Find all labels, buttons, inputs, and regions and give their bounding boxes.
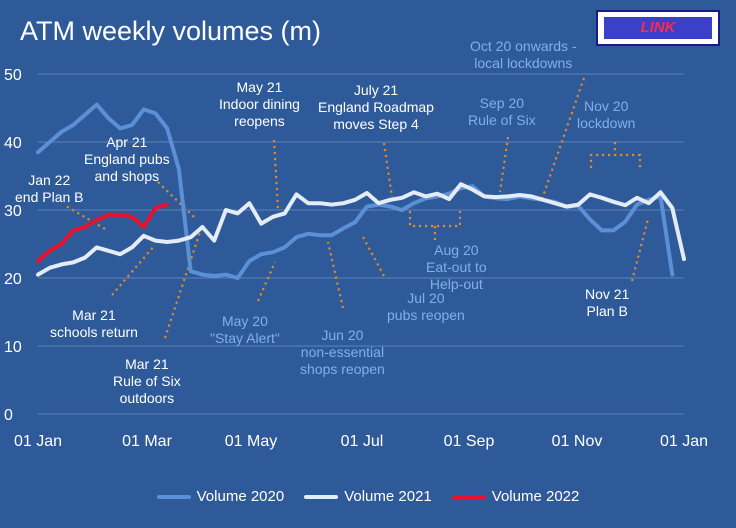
x-tick-label: 01 Jan: [14, 433, 62, 450]
y-axis-labels: 0 10 20 30 40 50: [4, 67, 22, 424]
annotation-sep20-rule-of-six: Sep 20 Rule of Six: [468, 95, 536, 128]
annotation-nov20-lockdown: Nov 20 lockdown: [577, 98, 636, 131]
annotation-jun20-shops: Jun 20 non-essential shops reopen: [300, 327, 385, 377]
grid-lines: [38, 73, 684, 415]
legend-item-2020: Volume 2020: [156, 488, 285, 505]
x-tick-label: 01 May: [225, 433, 277, 450]
y-tick-label: 10: [4, 339, 22, 356]
legend: Volume 2020 Volume 2021 Volume 2022: [0, 488, 736, 505]
chart-title: ATM weekly volumes (m): [20, 16, 322, 46]
x-tick-label: 01 Mar: [122, 433, 172, 450]
annotation-nov21-plan-b: Nov 21 Plan B: [585, 286, 630, 319]
x-tick-label: 01 Jan: [660, 433, 708, 450]
legend-label-2022: Volume 2022: [491, 488, 580, 505]
legend-swatch-2020: [156, 494, 191, 499]
x-tick-label: 01 Nov: [552, 433, 603, 450]
y-tick-label: 20: [4, 271, 22, 288]
legend-item-2021: Volume 2021: [304, 488, 432, 505]
annotation-aug20-eat-out: Aug 20 Eat-out to Help-out: [426, 242, 487, 292]
annotation-mar21-schools: Mar 21 schools return: [50, 307, 138, 340]
legend-swatch-2022: [451, 494, 486, 499]
legend-label-2021: Volume 2021: [344, 488, 432, 505]
legend-label-2020: Volume 2020: [196, 488, 285, 505]
annotation-jul20-pubs: Jul 20 pubs reopen: [387, 290, 465, 323]
series-line-volume-2021: [36, 182, 686, 277]
annotation-may21-indoor-dining: May 21 Indoor dining reopens: [219, 79, 300, 129]
legend-item-2022: Volume 2022: [451, 488, 580, 505]
y-tick-label: 40: [4, 135, 22, 152]
annotation-oct20-local-lockdowns: Oct 20 onwards - local lockdowns: [470, 38, 577, 71]
logo-mark: LINK: [604, 17, 712, 39]
annotation-mar21-rule-of-six: Mar 21 Rule of Six outdoors: [113, 356, 181, 406]
y-tick-label: 50: [4, 67, 22, 84]
x-tick-label: 01 Sep: [444, 433, 495, 450]
link-logo: LINK: [596, 10, 720, 46]
annotation-apr21-pubs-shops: Apr 21 England pubs and shops: [84, 134, 170, 184]
series-line-volume-2022: [36, 202, 170, 263]
annotation-jul21-step4: July 21 England Roadmap moves Step 4: [318, 82, 434, 132]
annotation-jan22-end-plan-b: Jan 22 end Plan B: [15, 172, 84, 205]
annotation-leader-lines: [65, 77, 650, 339]
legend-swatch-2021: [304, 494, 339, 499]
x-axis-labels: 01 Jan 01 Mar 01 May 01 Jul 01 Sep 01 Nov 01 J…: [14, 433, 708, 450]
x-tick-label: 01 Jul: [341, 433, 384, 450]
annotation-may20-stay-alert: May 20 "Stay Alert": [210, 313, 280, 346]
y-tick-label: 30: [4, 203, 22, 220]
y-tick-label: 0: [4, 407, 13, 424]
